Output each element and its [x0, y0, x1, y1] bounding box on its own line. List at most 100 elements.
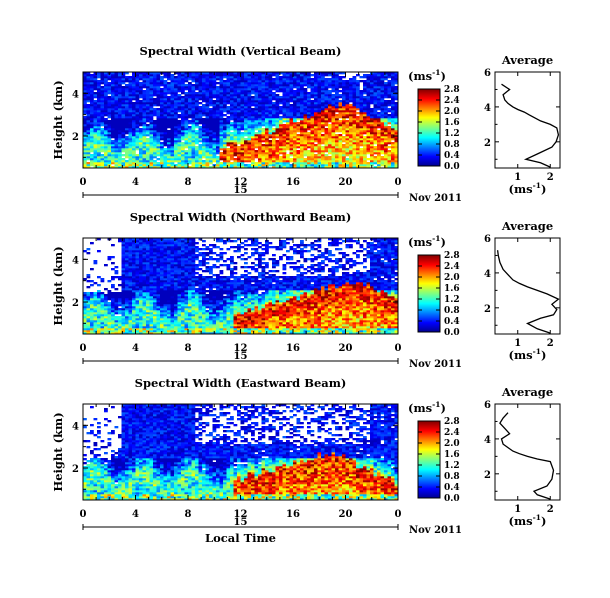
heatmap-cell [107, 128, 112, 131]
heatmap-cell [314, 124, 318, 127]
heatmap-cell [205, 130, 210, 133]
heatmap-cell [125, 316, 129, 319]
heatmap-cell [335, 128, 339, 131]
heatmap-cell [97, 148, 101, 151]
heatmap-cell [181, 148, 185, 151]
heatmap-cell [188, 74, 192, 77]
heatmap-cell [153, 126, 157, 129]
heatmap-cell [132, 284, 136, 287]
heatmap-cell [328, 114, 332, 117]
heatmap-cell [230, 140, 234, 143]
heatmap-cell [149, 242, 154, 245]
heatmap-cell [387, 94, 392, 97]
heatmap-cell [373, 100, 378, 103]
heatmap-cell [279, 158, 283, 161]
heatmap-cell [139, 146, 143, 149]
heatmap-cell [209, 150, 213, 153]
heatmap-cell [135, 162, 140, 165]
heatmap-cell [181, 104, 185, 107]
heatmap-cell [177, 110, 182, 113]
heatmap-cell [205, 148, 210, 151]
heatmap-cell [104, 100, 108, 103]
heatmap-cell [324, 140, 329, 143]
heatmap-cell [191, 148, 196, 151]
heatmap-cell [324, 106, 329, 109]
heatmap-cell [237, 148, 241, 151]
heatmap-cell [314, 98, 318, 101]
heatmap-cell [244, 158, 248, 161]
heatmap-cell [198, 80, 203, 83]
heatmap-cell [279, 162, 283, 165]
heatmap-cell [142, 252, 147, 255]
heatmap-cell [146, 154, 150, 157]
heatmap-cell [97, 158, 101, 161]
heatmap-cell [251, 120, 255, 123]
heatmap-cell [111, 286, 115, 289]
heatmap-cell [177, 126, 182, 129]
heatmap-cell [104, 124, 108, 127]
heatmap-cell [310, 120, 315, 123]
heatmap-cell [356, 122, 360, 125]
heatmap-cell [121, 124, 126, 127]
heatmap-cell [125, 100, 129, 103]
heatmap-cell [251, 134, 255, 137]
heatmap-cell [345, 158, 350, 161]
heatmap-cell [380, 84, 385, 87]
heatmap-cell [230, 104, 234, 107]
heatmap-cell [345, 92, 350, 95]
heatmap-cell [226, 158, 231, 161]
heatmap-cell [286, 154, 290, 157]
heatmap-cell [121, 280, 126, 283]
heatmap-cell [254, 152, 259, 155]
heatmap-cell [279, 142, 283, 145]
heatmap-cell [317, 90, 322, 93]
heatmap-cell [118, 328, 122, 331]
heatmap-cell [377, 88, 381, 91]
heatmap-cell [352, 162, 357, 165]
heatmap-cell [352, 134, 357, 137]
heatmap-cell [338, 142, 343, 145]
heatmap-cell [345, 124, 350, 127]
heatmap-cell [219, 88, 224, 91]
heatmap-cell [100, 88, 105, 91]
heatmap-cell [149, 144, 154, 147]
heatmap-cell [377, 102, 381, 105]
heatmap-cell [212, 94, 217, 97]
heatmap-cell [142, 110, 147, 113]
heatmap-cell [135, 256, 140, 259]
heatmap-cell [342, 132, 346, 135]
heatmap-cell [142, 258, 147, 261]
heatmap-cell [230, 100, 234, 103]
heatmap-cell [177, 100, 182, 103]
heatmap-cell [132, 148, 136, 151]
heatmap-cell [97, 296, 101, 299]
heatmap-cell [90, 120, 94, 123]
heatmap-cell [247, 108, 252, 111]
heatmap-cell [370, 88, 374, 91]
heatmap-cell [377, 114, 381, 117]
heatmap-cell [300, 74, 304, 77]
heatmap-cell [272, 122, 276, 125]
heatmap-cell [181, 124, 185, 127]
heatmap-cell [233, 142, 238, 145]
heatmap-cell [338, 96, 343, 99]
heatmap-cell [317, 86, 322, 89]
heatmap-cell [97, 156, 101, 159]
heatmap-cell [97, 276, 101, 279]
heatmap-cell [261, 140, 266, 143]
heatmap-cell [380, 104, 385, 107]
heatmap-cell [149, 308, 154, 311]
heatmap-cell [345, 106, 350, 109]
heatmap-cell [86, 326, 91, 329]
heatmap-cell [310, 92, 315, 95]
heatmap-cell [359, 96, 364, 99]
heatmap-cell [100, 150, 105, 153]
heatmap-cell [363, 132, 367, 135]
heatmap-cell [303, 140, 308, 143]
heatmap-cell [366, 98, 371, 101]
heatmap-cell [121, 134, 126, 137]
heatmap-cell [118, 296, 122, 299]
heatmap-cell [331, 116, 336, 119]
heatmap-cell [153, 138, 157, 141]
heatmap-cell [100, 148, 105, 151]
